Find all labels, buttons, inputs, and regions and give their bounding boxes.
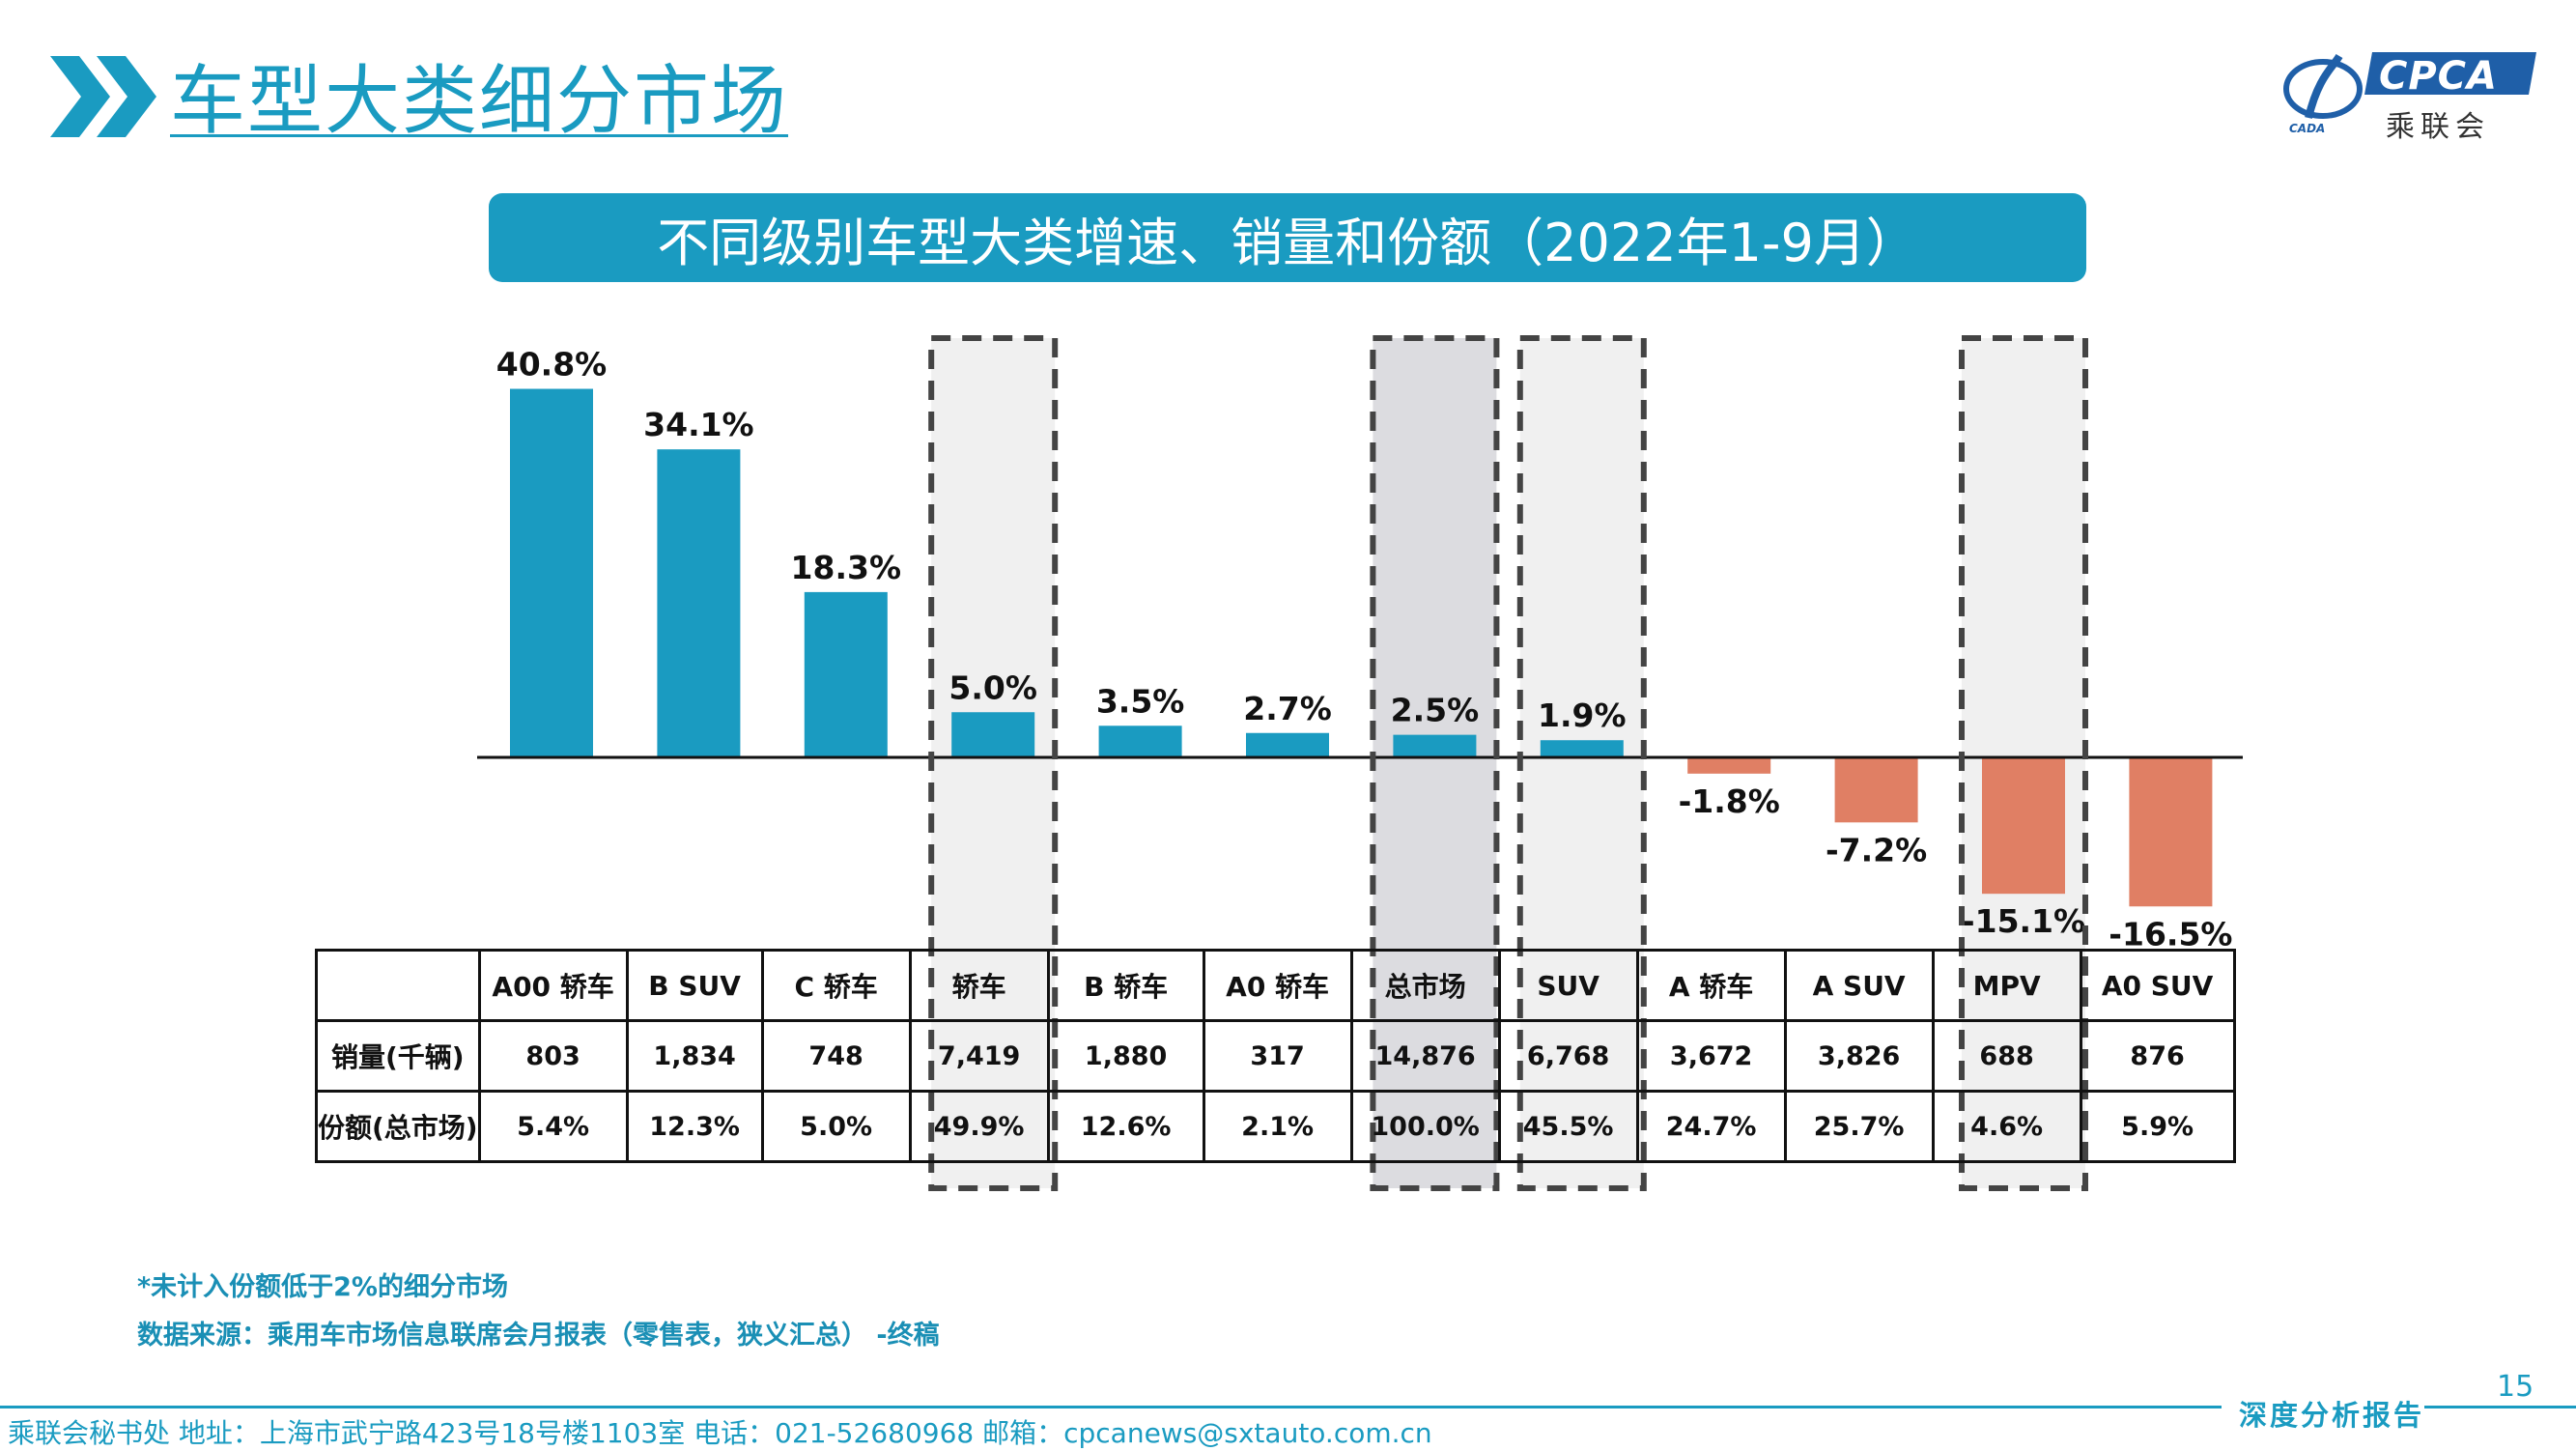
- bar-value-label: 34.1%: [643, 406, 754, 443]
- table-cell-sales: 803: [477, 1019, 629, 1093]
- bar-value-label: 40.8%: [496, 346, 608, 384]
- table-cell-sales: 1,880: [1046, 1019, 1205, 1093]
- bar-value-label: 3.5%: [1096, 682, 1185, 720]
- bar: [804, 591, 888, 757]
- highlight-column-frame: [1516, 335, 1647, 1191]
- table-cell-sales: 6,768: [1497, 1019, 1639, 1093]
- bar: [510, 388, 593, 757]
- table-header-cell: C 轿车: [760, 949, 912, 1022]
- value-labels-layer: 40.8% 34.1% 18.3% 5.0% 3.5% 2.7% 2.5% 1.9% -1.8%…: [496, 346, 2233, 953]
- table-header-cell: 总市场: [1349, 949, 1501, 1022]
- chart-title: 不同级别车型大类增速、销量和份额（2022年1-9月）: [489, 193, 2086, 282]
- bar: [1098, 726, 1182, 757]
- table-cell-share: 12.3%: [625, 1090, 764, 1163]
- footer-divider: [0, 1406, 2222, 1408]
- table-cell-share: 45.5%: [1497, 1090, 1639, 1163]
- table-corner-cell: [315, 949, 481, 1022]
- bar: [951, 712, 1035, 757]
- logo-cn-text: 乘联会: [2386, 110, 2490, 144]
- page-title: 车型大类细分市场: [170, 58, 789, 145]
- table-cell-share: 4.6%: [1931, 1090, 2082, 1163]
- bar: [1540, 740, 1624, 757]
- table-cell-share: 12.6%: [1046, 1090, 1205, 1163]
- table-cell-share: 5.4%: [477, 1090, 629, 1163]
- bar-value-label: 2.5%: [1391, 692, 1480, 729]
- table-cell-sales: 1,834: [625, 1019, 764, 1093]
- data-table: A00 轿车 B SUV C 轿车 轿车 B 轿车 A0 轿车 总市场 SUV A 轿车 A SU…: [315, 949, 2236, 1163]
- table-cell-sales: 14,876: [1349, 1019, 1501, 1093]
- table-cell-sales: 317: [1202, 1019, 1353, 1093]
- bar-value-label: -16.5%: [2109, 915, 2232, 953]
- table-cell-sales: 876: [2079, 1019, 2236, 1093]
- table-row-sales: 销量(千辆) 803 1,834 748 7,419 1,880 317 14,876 6,7…: [315, 1019, 2236, 1093]
- table-header-cell: SUV: [1497, 949, 1639, 1022]
- table-row-share: 份额(总市场) 5.4% 12.3% 5.0% 49.9% 12.6% 2.1% 100.0…: [315, 1090, 2236, 1163]
- table-cell-share: 49.9%: [908, 1090, 1050, 1163]
- bar: [2129, 757, 2213, 907]
- bar-value-label: 1.9%: [1538, 697, 1627, 734]
- table-header-cell: A00 轿车: [477, 949, 629, 1022]
- table-cell-sales: 7,419: [908, 1019, 1050, 1093]
- table-header-row: A00 轿车 B SUV C 轿车 轿车 B 轿车 A0 轿车 总市场 SUV A 轿车 A SU…: [315, 949, 2236, 1022]
- table-header-cell: A0 轿车: [1202, 949, 1353, 1022]
- bar: [1246, 732, 1329, 757]
- table-header-cell: A0 SUV: [2079, 949, 2236, 1022]
- bar-value-label: -7.2%: [1826, 831, 1927, 868]
- table-cell-share: 5.0%: [760, 1090, 912, 1163]
- highlight-column-frame: [1959, 335, 2088, 1191]
- bar-value-label: -15.1%: [1962, 902, 2085, 940]
- table-header-cell: A 轿车: [1635, 949, 1787, 1022]
- bar: [1982, 757, 2065, 895]
- bar-value-label: 18.3%: [791, 549, 902, 586]
- page-number: 15: [2497, 1370, 2534, 1404]
- table-cell-sales: 748: [760, 1019, 912, 1093]
- table-header-cell: B SUV: [625, 949, 764, 1022]
- highlight-column-frame: [1370, 335, 1500, 1191]
- bar: [1834, 757, 1918, 823]
- row-label-share: 份额(总市场): [315, 1090, 481, 1163]
- table-header-cell: B 轿车: [1046, 949, 1205, 1022]
- table-header-cell: A SUV: [1783, 949, 1935, 1022]
- logo-sub-text: CADA: [2289, 122, 2326, 135]
- footer-contact: 乘联会秘书处 地址：上海市武宁路423号18号楼1103室 电话：021-526…: [8, 1417, 1432, 1449]
- table-cell-share: 5.9%: [2079, 1090, 2236, 1163]
- table-header-cell: 轿车: [908, 949, 1050, 1022]
- data-source-note: 数据来源：乘用车市场信息联席会月报表（零售表，狭义汇总） -终稿: [137, 1321, 940, 1351]
- highlight-frames-layer: [928, 335, 2088, 1191]
- double-chevron-icon: [50, 56, 156, 137]
- bar: [1687, 757, 1771, 774]
- cpca-logo-graphic: [2283, 52, 2536, 119]
- bar-value-label: 5.0%: [948, 669, 1037, 706]
- table-cell-share: 24.7%: [1635, 1090, 1787, 1163]
- table-header-cell: MPV: [1931, 949, 2082, 1022]
- footnote: *未计入份额低于2%的细分市场: [137, 1272, 508, 1302]
- table-cell-share: 2.1%: [1202, 1090, 1353, 1163]
- table-cell-share: 100.0%: [1349, 1090, 1501, 1163]
- table-cell-share: 25.7%: [1783, 1090, 1935, 1163]
- row-label-sales: 销量(千辆): [315, 1019, 481, 1093]
- table-cell-sales: 3,826: [1783, 1019, 1935, 1093]
- bar: [1393, 734, 1477, 757]
- table-cell-sales: 3,672: [1635, 1019, 1787, 1093]
- cpca-logo: CPCA 乘联会 CADA: [2279, 48, 2538, 144]
- logo-cpca-text: CPCA: [2379, 54, 2498, 99]
- footer-divider-right: [2424, 1406, 2576, 1408]
- report-label: 深度分析报告: [2239, 1399, 2425, 1432]
- bar-value-label: -1.8%: [1679, 782, 1780, 820]
- bars-layer: [510, 388, 2213, 907]
- bar: [657, 449, 741, 757]
- table-cell-sales: 688: [1931, 1019, 2082, 1093]
- bar-value-label: 2.7%: [1243, 690, 1332, 727]
- highlight-column-frame: [928, 335, 1059, 1191]
